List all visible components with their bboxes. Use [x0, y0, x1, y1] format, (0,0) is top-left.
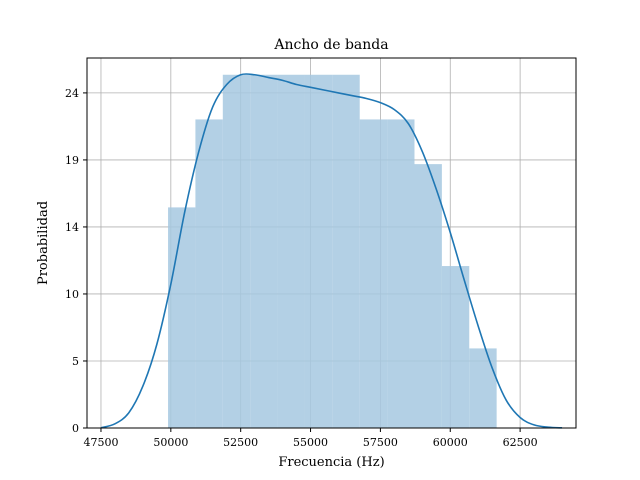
x-axis-ticks: 47500 50000 52500 55000 57500 60000 62500: [83, 428, 538, 449]
histogram-bar: [277, 74, 305, 429]
chart-title: Ancho de banda: [273, 37, 388, 53]
kde-curve-layer: [100, 73, 563, 429]
kde-curve: [100, 73, 563, 429]
x-tick-label: 62500: [503, 436, 538, 449]
y-axis-ticks: 0 5 10 14 19 24: [65, 87, 87, 435]
histogram-bar: [250, 74, 278, 429]
histogram-bar: [332, 74, 360, 429]
y-axis-title: Probabilidad: [36, 201, 51, 285]
y-tick-label: 5: [72, 355, 79, 368]
y-tick-label: 10: [65, 288, 79, 301]
x-tick-label: 47500: [83, 436, 118, 449]
x-tick-label: 55000: [293, 436, 328, 449]
y-tick-label: 24: [65, 87, 79, 100]
histogram-bar: [387, 119, 415, 428]
x-tick-label: 50000: [153, 436, 188, 449]
histogram-bar: [359, 119, 388, 428]
histogram-bar: [304, 74, 333, 429]
x-tick-label: 60000: [433, 436, 468, 449]
histogram-bar: [414, 164, 442, 428]
histogram-bar: [222, 74, 251, 429]
histogram-bar: [195, 119, 223, 428]
x-tick-label: 52500: [223, 436, 258, 449]
x-axis-title: Frecuencia (Hz): [278, 455, 384, 470]
y-tick-label: 0: [72, 422, 79, 435]
histogram-bars: [168, 74, 497, 429]
y-tick-label: 19: [65, 154, 79, 167]
x-tick-label: 57500: [363, 436, 398, 449]
y-tick-label: 14: [65, 221, 79, 234]
histogram-bar: [168, 207, 196, 428]
histogram-bar: [469, 348, 497, 428]
histogram-bar: [441, 266, 470, 428]
plot-frame: [86, 57, 577, 429]
